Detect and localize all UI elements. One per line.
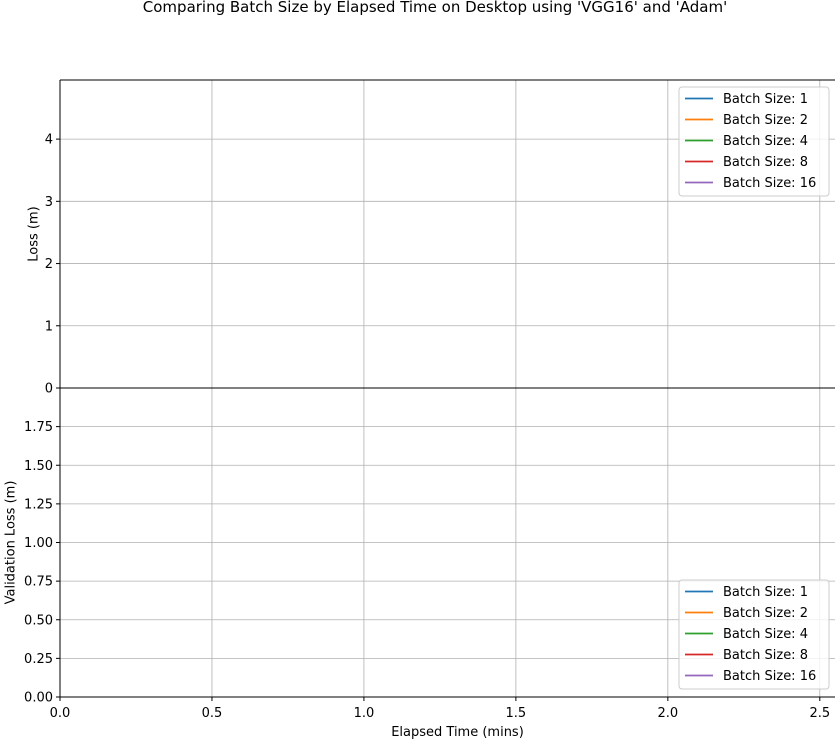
- x-tick-label: 1.0: [354, 706, 375, 721]
- legend-entry: Batch Size: 4: [723, 627, 808, 642]
- y-tick-label: 3: [45, 195, 53, 210]
- legend-entry: Batch Size: 2: [723, 113, 808, 128]
- y-axis-label: Validation Loss (m): [4, 481, 19, 605]
- y-tick-label: 1.75: [24, 420, 53, 435]
- legend: Batch Size: 1 Batch Size: 2 Batch Size: 4 B…: [678, 86, 830, 197]
- chart-title: Comparing Batch Size by Elapsed Time on …: [143, 0, 727, 16]
- legend: Batch Size: 1 Batch Size: 2 Batch Size: 4 B…: [678, 579, 830, 690]
- x-tick-label: 1.5: [506, 706, 527, 721]
- x-axis-label: Elapsed Time (mins): [391, 725, 524, 739]
- y-tick-label: 0: [45, 382, 53, 397]
- y-tick-label: 0.50: [24, 613, 53, 628]
- y-tick-label: 0.00: [24, 691, 53, 706]
- y-tick-label: 1.50: [24, 459, 53, 474]
- x-tick-label: 2.0: [657, 706, 678, 721]
- y-tick-label: 1.25: [24, 497, 53, 512]
- legend-entry: Batch Size: 1: [723, 585, 808, 600]
- legend-entry: Batch Size: 8: [723, 155, 808, 170]
- y-tick-label: 1.00: [24, 536, 53, 551]
- legend-entry: Batch Size: 16: [723, 669, 816, 684]
- y-tick-label: 1: [45, 319, 53, 334]
- legend-entry: Batch Size: 8: [723, 648, 808, 663]
- legend-entry: Batch Size: 1: [723, 92, 808, 107]
- legend-box: [678, 579, 830, 690]
- y-axis-label: Loss (m): [27, 206, 42, 261]
- validation-loss-panel: 0.00 0.25 0.50 0.75 1.00 1.25 1.50 1.75 0.0 0.5 1.…: [4, 387, 835, 739]
- y-tick-label: 4: [45, 133, 53, 148]
- x-tick-label: 2.5: [809, 706, 830, 721]
- y-tick-label: 0.75: [24, 575, 53, 590]
- legend-entry: Batch Size: 4: [723, 134, 808, 149]
- legend-box: [678, 86, 830, 197]
- x-tick-label: 0.0: [50, 706, 71, 721]
- y-tick-label: 0.25: [24, 652, 53, 667]
- x-tick-label: 0.5: [202, 706, 223, 721]
- y-tick-label: 2: [45, 257, 53, 272]
- legend-entry: Batch Size: 16: [723, 176, 816, 191]
- legend-entry: Batch Size: 2: [723, 606, 808, 621]
